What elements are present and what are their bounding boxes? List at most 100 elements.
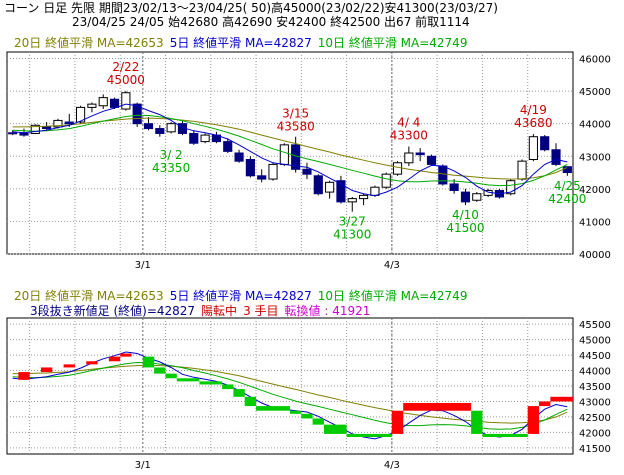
y-tick-label: 43000	[579, 152, 611, 163]
candle-body	[359, 194, 369, 200]
reversal-bar	[256, 406, 290, 411]
candle-body	[132, 103, 142, 125]
candle-body	[336, 180, 346, 203]
candle-body	[404, 152, 414, 164]
y-tick-label: 41000	[579, 217, 611, 228]
annotation-value: 43580	[277, 119, 315, 133]
candle-body	[64, 121, 74, 125]
reversal-bar	[403, 403, 472, 411]
candle-body	[155, 128, 165, 134]
candle-body	[76, 106, 86, 123]
candle-body	[87, 103, 97, 108]
annotation-date: 4/10	[452, 208, 479, 222]
candle-body	[245, 159, 255, 177]
reversal-bar	[120, 353, 132, 357]
candle-body	[234, 152, 244, 162]
x-tick-label: 4/3	[384, 460, 400, 471]
reversal-state: 陽転中	[201, 304, 238, 318]
bottom-ma-legend: 20日 終値平滑 MA=42653 5日 終値平滑 MA=42827 10日 終値平…	[14, 289, 473, 303]
annotation-value: 43680	[514, 116, 552, 130]
legend-ma20: 20日 終値平滑 MA=42653	[14, 289, 164, 303]
candle-body	[166, 123, 176, 133]
annotation-date: 3/15	[282, 106, 309, 120]
chart-header-latest-bar: 23/04/25 24/05 始42680 高42690 安42400 終425…	[72, 15, 470, 29]
reversal-bar	[176, 378, 200, 382]
candle-body	[472, 193, 482, 201]
candle-body	[279, 144, 289, 165]
annotation-value: 43350	[152, 161, 190, 175]
candle-body	[121, 92, 131, 110]
reversal-bar	[86, 361, 98, 365]
reversal-bar	[323, 424, 347, 434]
reversal-bar	[290, 410, 302, 414]
y-tick-label: 46000	[579, 55, 611, 66]
candle-body	[506, 180, 516, 195]
x-tick-label: 4/3	[384, 260, 400, 271]
annotation-date: 4/19	[520, 103, 547, 117]
y-tick-label: 44500	[579, 351, 611, 362]
y-tick-label: 42000	[579, 185, 611, 196]
candle-body	[189, 132, 199, 144]
candle-body	[8, 132, 18, 135]
candle-body	[42, 126, 52, 130]
annotation-value: 41300	[333, 228, 371, 242]
ma10-line	[12, 114, 568, 187]
reversal-bar	[244, 396, 257, 407]
legend-ma5: 5日 終値平滑 MA=42827	[169, 289, 312, 303]
candle-body	[392, 162, 403, 175]
reversal-bar	[18, 372, 30, 380]
reversal-bar	[154, 367, 166, 374]
reversal-bar	[346, 433, 392, 437]
reversal-bar	[471, 410, 483, 434]
candle-body	[540, 136, 550, 151]
y-tick-label: 45500	[579, 320, 611, 331]
y-tick-label: 42000	[579, 428, 611, 439]
annotation-value: 45000	[107, 73, 145, 87]
candle-body	[381, 173, 391, 188]
ma5-line	[12, 103, 568, 197]
candle-body	[268, 163, 278, 180]
reversal-bar	[233, 389, 245, 397]
legend-ma5: 5日 終値平滑 MA=42827	[169, 36, 312, 50]
y-tick-label: 45000	[579, 336, 611, 347]
candle-body	[426, 155, 437, 165]
candle-body	[325, 181, 335, 193]
reversal-bar	[550, 396, 573, 402]
reversal-bar	[63, 364, 75, 368]
y-tick-label: 44000	[579, 120, 611, 131]
reversal-bar	[199, 381, 223, 385]
reversal-label: 3段抜き新値足 (終値)=42827	[30, 304, 196, 318]
reversal-legend: 3段抜き新値足 (終値)=42827 陽転中 3 手目 転換値 : 41921	[30, 304, 376, 318]
annotation-date: 2/22	[112, 60, 139, 74]
candle-body	[257, 175, 267, 180]
candle-body	[517, 160, 527, 180]
y-tick-label: 43000	[579, 397, 611, 408]
candle-body	[551, 149, 561, 165]
annotation-value: 41500	[446, 221, 484, 235]
reversal-bar	[40, 367, 53, 373]
reversal-bar	[539, 401, 551, 407]
y-tick-label: 40000	[579, 250, 611, 261]
reversal-bar	[222, 384, 234, 390]
candle-body	[30, 124, 40, 134]
annotation-value: 43300	[390, 128, 428, 142]
reversal-bar	[482, 433, 528, 437]
legend-ma10: 10日 終値平滑 MA=42749	[317, 36, 468, 50]
annotation-date: 3/ 2	[160, 148, 183, 162]
reversal-bar	[142, 356, 155, 368]
reversal-bar	[108, 356, 121, 362]
reversal-count: 3 手目	[243, 304, 279, 318]
y-tick-label: 43500	[579, 382, 611, 393]
x-tick-label: 3/1	[135, 460, 151, 471]
candle-body	[109, 98, 120, 108]
candle-body	[98, 97, 108, 107]
reversal-bar	[301, 413, 313, 419]
y-tick-label: 44000	[579, 367, 611, 378]
candle-body	[415, 152, 425, 156]
annotation-date: 4/25	[554, 179, 581, 193]
reversal-bar	[312, 418, 324, 425]
y-tick-label: 41500	[579, 444, 611, 455]
chart-header-period: コーン 日足 先限 期間23/02/13～23/04/25( 50)高45000…	[4, 1, 498, 15]
candle-body	[370, 186, 380, 196]
